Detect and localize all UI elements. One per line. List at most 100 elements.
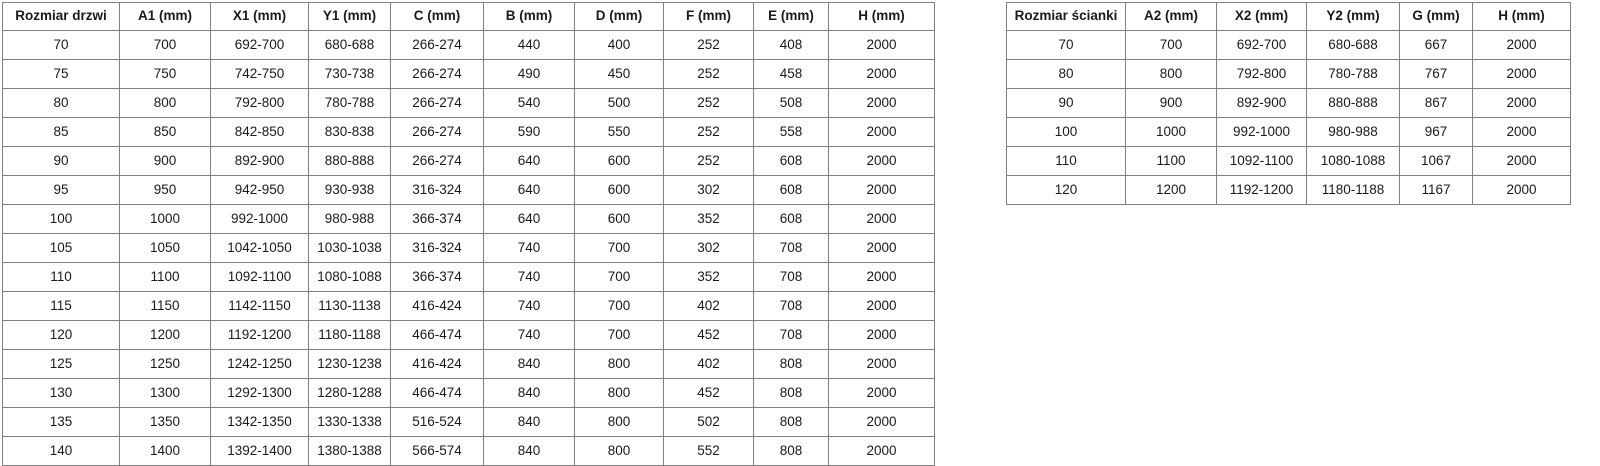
table-cell: 2000 bbox=[1472, 88, 1571, 118]
doors-size-cell: 100 bbox=[2, 204, 120, 234]
table-cell: 708 bbox=[753, 233, 829, 263]
table-cell: 450 bbox=[574, 59, 664, 89]
table-cell: 842-850 bbox=[210, 117, 309, 147]
table-cell: 416-424 bbox=[390, 349, 484, 379]
table-cell: 700 bbox=[119, 30, 211, 60]
table-cell: 2000 bbox=[1472, 30, 1571, 60]
table-cell: 400 bbox=[574, 30, 664, 60]
table-row: 95 950 942-950 930-938 316-324 640 600 302 608 20… bbox=[2, 175, 935, 205]
doors-size-cell: 85 bbox=[2, 117, 120, 147]
table-cell: 600 bbox=[574, 204, 664, 234]
table-cell: 708 bbox=[753, 291, 829, 321]
table-row: 110 1100 1092-1100 1080-1088 1067 2000 bbox=[1006, 146, 1571, 176]
table-cell: 880-888 bbox=[308, 146, 391, 176]
table-cell: 900 bbox=[119, 146, 211, 176]
table-cell: 252 bbox=[663, 30, 754, 60]
doors-size-cell: 135 bbox=[2, 407, 120, 437]
table-cell: 600 bbox=[574, 175, 664, 205]
table-cell: 2000 bbox=[1472, 59, 1571, 89]
table-cell: 440 bbox=[483, 30, 575, 60]
table-cell: 992-1000 bbox=[1216, 117, 1307, 147]
table-cell: 252 bbox=[663, 88, 754, 118]
table-cell: 767 bbox=[1399, 59, 1473, 89]
table-cell: 700 bbox=[1125, 30, 1217, 60]
table-cell: 1180-1188 bbox=[1306, 175, 1400, 205]
table-cell: 700 bbox=[574, 233, 664, 263]
table-cell: 867 bbox=[1399, 88, 1473, 118]
table-row: 70 700 692-700 680-688 266-274 440 400 252 408 20… bbox=[2, 30, 935, 60]
table-cell: 1200 bbox=[1125, 175, 1217, 205]
table-cell: 740 bbox=[483, 233, 575, 263]
doors-column-header: C (mm) bbox=[390, 2, 484, 31]
doors-column-header: D (mm) bbox=[574, 2, 664, 31]
table-cell: 2000 bbox=[828, 59, 935, 89]
table-cell: 2000 bbox=[828, 378, 935, 408]
table-cell: 992-1000 bbox=[210, 204, 309, 234]
table-cell: 608 bbox=[753, 204, 829, 234]
table-cell: 967 bbox=[1399, 117, 1473, 147]
table-cell: 708 bbox=[753, 262, 829, 292]
table-row: 85 850 842-850 830-838 266-274 590 550 252 558 20… bbox=[2, 117, 935, 147]
table-row: 90 900 892-900 880-888 867 2000 bbox=[1006, 88, 1571, 118]
doors-size-cell: 95 bbox=[2, 175, 120, 205]
table-cell: 600 bbox=[574, 146, 664, 176]
wall-table-header: Rozmiar ścianki A2 (mm) X2 (mm) Y2 (mm) G (m… bbox=[1006, 2, 1571, 31]
table-cell: 1380-1388 bbox=[308, 436, 391, 466]
doors-column-header: E (mm) bbox=[753, 2, 829, 31]
table-cell: 692-700 bbox=[1216, 30, 1307, 60]
table-header-row: Rozmiar ścianki A2 (mm) X2 (mm) Y2 (mm) G (m… bbox=[1006, 2, 1571, 31]
table-cell: 2000 bbox=[828, 436, 935, 466]
table-row: 135 1350 1342-1350 1330-1338 516-524 840 800 50… bbox=[2, 407, 935, 437]
table-cell: 640 bbox=[483, 175, 575, 205]
table-cell: 558 bbox=[753, 117, 829, 147]
table-cell: 608 bbox=[753, 146, 829, 176]
table-row: 70 700 692-700 680-688 667 2000 bbox=[1006, 30, 1571, 60]
table-row: 80 800 792-800 780-788 767 2000 bbox=[1006, 59, 1571, 89]
table-cell: 1042-1050 bbox=[210, 233, 309, 263]
table-cell: 1167 bbox=[1399, 175, 1473, 205]
table-cell: 1392-1400 bbox=[210, 436, 309, 466]
table-cell: 840 bbox=[483, 436, 575, 466]
table-cell: 892-900 bbox=[210, 146, 309, 176]
table-cell: 808 bbox=[753, 436, 829, 466]
doors-column-header: X1 (mm) bbox=[210, 2, 309, 31]
table-cell: 750 bbox=[119, 59, 211, 89]
wall-size-cell: 70 bbox=[1006, 30, 1126, 60]
table-cell: 840 bbox=[483, 378, 575, 408]
wall-size-cell: 90 bbox=[1006, 88, 1126, 118]
wall-column-header: X2 (mm) bbox=[1216, 2, 1307, 31]
doors-size-cell: 80 bbox=[2, 88, 120, 118]
table-cell: 550 bbox=[574, 117, 664, 147]
table-cell: 1200 bbox=[119, 320, 211, 350]
table-cell: 500 bbox=[574, 88, 664, 118]
table-cell: 2000 bbox=[828, 204, 935, 234]
table-cell: 950 bbox=[119, 175, 211, 205]
table-cell: 1230-1238 bbox=[308, 349, 391, 379]
table-cell: 840 bbox=[483, 349, 575, 379]
table-cell: 1342-1350 bbox=[210, 407, 309, 437]
table-cell: 667 bbox=[1399, 30, 1473, 60]
table-cell: 740 bbox=[483, 262, 575, 292]
table-cell: 2000 bbox=[1472, 175, 1571, 205]
table-cell: 1350 bbox=[119, 407, 211, 437]
table-row: 100 1000 992-1000 980-988 366-374 640 600 352 60… bbox=[2, 204, 935, 234]
table-cell: 730-738 bbox=[308, 59, 391, 89]
table-cell: 1180-1188 bbox=[308, 320, 391, 350]
table-cell: 2000 bbox=[1472, 146, 1571, 176]
doors-size-cell: 115 bbox=[2, 291, 120, 321]
doors-table-header: Rozmiar drzwi A1 (mm) X1 (mm) Y1 (mm) C (mm)… bbox=[2, 2, 935, 31]
table-cell: 1000 bbox=[119, 204, 211, 234]
table-cell: 2000 bbox=[828, 233, 935, 263]
table-cell: 266-274 bbox=[390, 117, 484, 147]
table-cell: 540 bbox=[483, 88, 575, 118]
table-cell: 466-474 bbox=[390, 378, 484, 408]
table-cell: 2000 bbox=[1472, 117, 1571, 147]
table-cell: 1280-1288 bbox=[308, 378, 391, 408]
wall-column-header: Y2 (mm) bbox=[1306, 2, 1400, 31]
table-cell: 800 bbox=[1125, 59, 1217, 89]
table-cell: 800 bbox=[119, 88, 211, 118]
table-cell: 590 bbox=[483, 117, 575, 147]
table-cell: 266-274 bbox=[390, 146, 484, 176]
table-cell: 452 bbox=[663, 378, 754, 408]
table-cell: 1250 bbox=[119, 349, 211, 379]
